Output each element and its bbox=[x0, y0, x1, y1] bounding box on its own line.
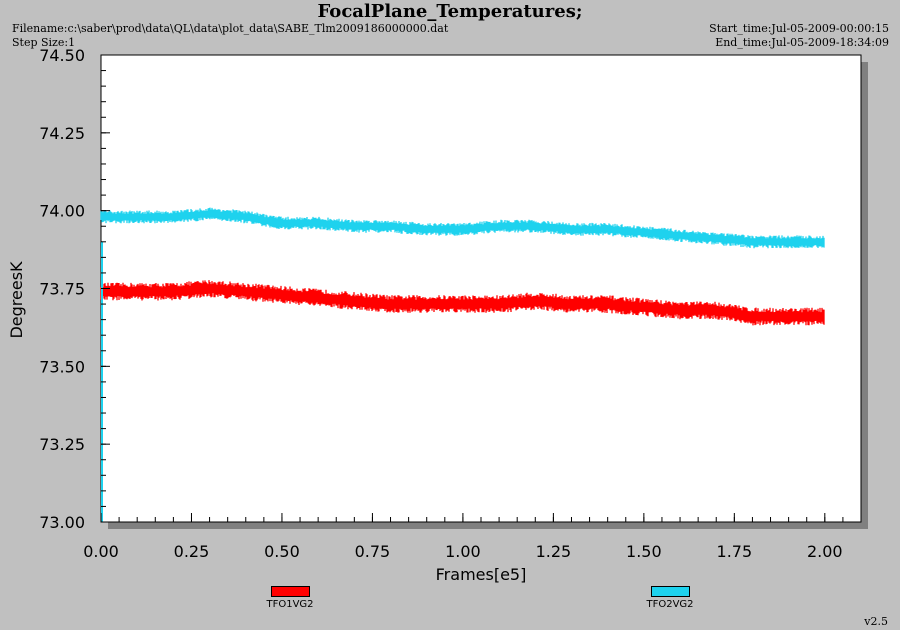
y-tick-label: 73.00 bbox=[39, 513, 85, 532]
legend-label: TFO2VG2 bbox=[646, 599, 694, 610]
x-tick-label: 2.00 bbox=[807, 542, 843, 561]
series-tfo2vg2 bbox=[100, 207, 825, 249]
step-size-label: Step Size:1 bbox=[12, 36, 76, 49]
start-time-label: Start_time:Jul-05-2009-00:00:15 bbox=[709, 22, 889, 35]
y-tick-label: 73.25 bbox=[39, 435, 85, 454]
end-time-label: End_time:Jul-05-2009-18:34:09 bbox=[715, 36, 889, 49]
legend-item-tfo1vg2: TFO1VG2 bbox=[240, 586, 340, 610]
y-tick-label: 74.50 bbox=[39, 46, 85, 65]
legend-label: TFO1VG2 bbox=[266, 599, 314, 610]
x-tick-label: 1.25 bbox=[536, 542, 572, 561]
y-tick-label: 74.25 bbox=[39, 124, 85, 143]
x-tick-label: 0.00 bbox=[83, 542, 119, 561]
y-axis-label: DegreesK bbox=[7, 261, 26, 339]
filename-label: Filename:c:\saber\prod\data\QL\data\plot… bbox=[12, 22, 449, 35]
x-axis-label: Frames[e5] bbox=[436, 565, 527, 584]
series-band bbox=[100, 207, 825, 249]
x-tick-label: 1.50 bbox=[626, 542, 662, 561]
chart-title: FocalPlane_Temperatures; bbox=[317, 1, 583, 22]
x-tick-label: 1.75 bbox=[717, 542, 753, 561]
x-tick-label: 0.75 bbox=[355, 542, 391, 561]
y-tick-label: 73.75 bbox=[39, 280, 85, 299]
y-tick-label: 73.50 bbox=[39, 357, 85, 376]
x-tick-label: 1.00 bbox=[445, 542, 481, 561]
legend-swatch bbox=[650, 586, 690, 597]
legend-item-tfo2vg2: TFO2VG2 bbox=[620, 586, 720, 610]
x-tick-label: 0.25 bbox=[174, 542, 210, 561]
y-tick-label: 74.00 bbox=[39, 202, 85, 221]
x-tick-label: 0.50 bbox=[264, 542, 300, 561]
legend-swatch bbox=[270, 586, 310, 597]
version-label: v2.5 bbox=[864, 615, 888, 628]
